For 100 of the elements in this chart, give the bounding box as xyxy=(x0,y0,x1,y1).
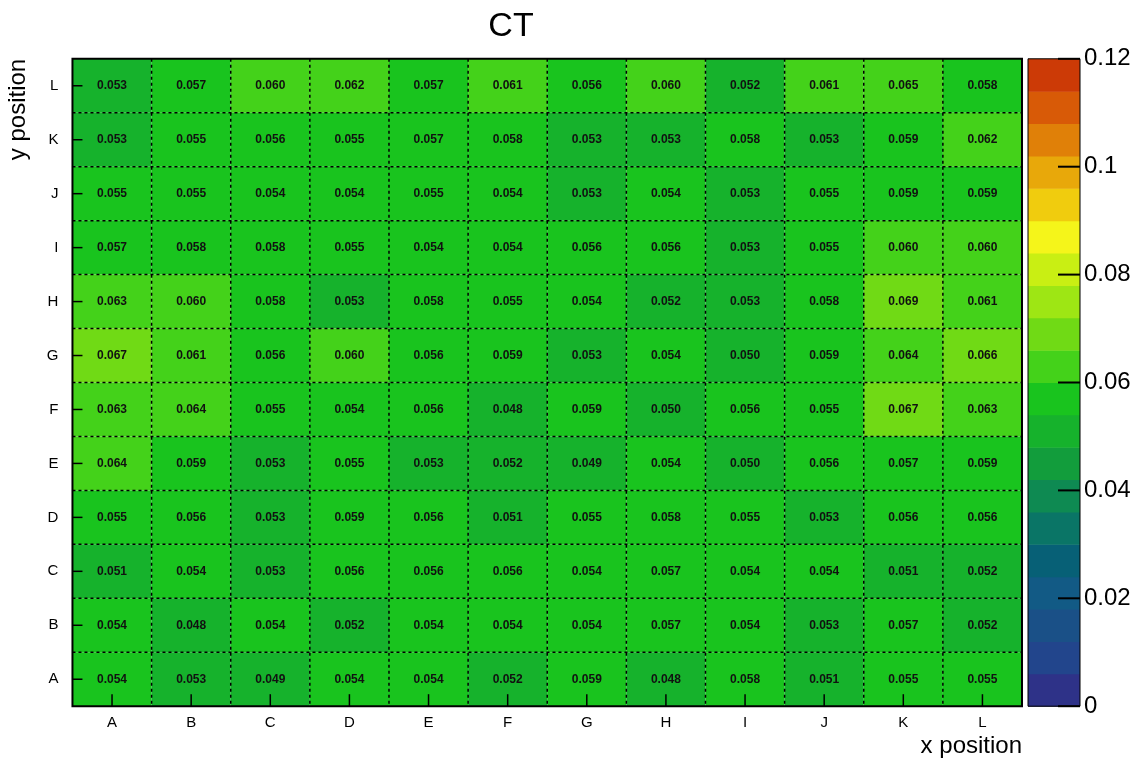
data-label: 0.052 xyxy=(730,78,761,93)
data-label: 0.056 xyxy=(255,132,286,147)
x-tick-label: E xyxy=(423,713,434,731)
data-label: 0.061 xyxy=(492,78,524,93)
data-label: 0.057 xyxy=(97,239,128,254)
y-tick-label: C xyxy=(47,561,59,579)
data-label: 0.057 xyxy=(413,132,444,147)
data-label: 0.058 xyxy=(413,293,444,308)
data-label: 0.053 xyxy=(255,509,286,524)
x-tick-label: K xyxy=(898,713,909,731)
data-label: 0.053 xyxy=(730,185,761,200)
data-label: 0.056 xyxy=(334,563,365,578)
data-label: 0.053 xyxy=(571,347,603,362)
y-tick-label: J xyxy=(50,183,59,201)
data-label: 0.056 xyxy=(888,509,919,524)
data-label: 0.053 xyxy=(255,455,286,470)
data-label: 0.055 xyxy=(809,401,840,416)
data-label: 0.054 xyxy=(334,185,365,200)
data-label: 0.053 xyxy=(334,293,365,308)
data-label: 0.054 xyxy=(809,563,840,578)
data-label: 0.051 xyxy=(492,509,524,524)
data-label: 0.055 xyxy=(176,185,207,200)
data-label: 0.059 xyxy=(334,509,365,524)
data-label: 0.056 xyxy=(492,563,524,578)
data-label: 0.060 xyxy=(650,78,682,93)
data-label: 0.055 xyxy=(967,671,998,686)
data-label: 0.054 xyxy=(492,617,524,632)
data-label: 0.054 xyxy=(571,293,603,308)
data-label: 0.060 xyxy=(967,239,998,254)
data-label: 0.064 xyxy=(97,455,128,470)
data-label: 0.058 xyxy=(809,293,840,308)
data-label: 0.055 xyxy=(809,185,840,200)
data-label: 0.061 xyxy=(967,293,998,308)
data-label: 0.057 xyxy=(413,78,444,93)
x-tick-label: C xyxy=(264,713,276,731)
data-label: 0.058 xyxy=(492,132,524,147)
data-label: 0.054 xyxy=(730,617,761,632)
data-label: 0.059 xyxy=(809,347,840,362)
color-bar-label: 0.06 xyxy=(1084,367,1131,395)
data-label: 0.063 xyxy=(967,401,998,416)
data-label: 0.061 xyxy=(176,347,207,362)
data-label: 0.066 xyxy=(967,347,998,362)
data-label: 0.062 xyxy=(967,132,998,147)
y-tick-label: K xyxy=(48,129,59,147)
x-tick-label: F xyxy=(503,713,513,731)
data-label: 0.058 xyxy=(255,239,286,254)
x-tick-label: B xyxy=(186,713,197,731)
data-label: 0.069 xyxy=(888,293,919,308)
data-label: 0.054 xyxy=(97,671,128,686)
data-label: 0.055 xyxy=(176,132,207,147)
color-bar-label: 0.08 xyxy=(1084,259,1131,287)
data-label: 0.053 xyxy=(413,455,444,470)
data-label: 0.064 xyxy=(176,401,207,416)
data-label: 0.058 xyxy=(730,132,761,147)
data-label: 0.054 xyxy=(334,401,365,416)
data-label: 0.053 xyxy=(809,617,840,632)
data-label: 0.054 xyxy=(650,185,682,200)
data-label: 0.055 xyxy=(492,293,524,308)
data-label: 0.060 xyxy=(176,293,207,308)
data-label: 0.054 xyxy=(492,185,524,200)
data-label: 0.056 xyxy=(571,239,603,254)
data-label: 0.054 xyxy=(334,671,365,686)
data-label: 0.054 xyxy=(571,563,603,578)
data-label: 0.052 xyxy=(492,671,524,686)
data-label: 0.059 xyxy=(492,347,524,362)
data-label: 0.052 xyxy=(492,455,524,470)
data-label: 0.061 xyxy=(809,78,840,93)
data-label: 0.049 xyxy=(571,455,603,470)
x-tick-label: J xyxy=(820,713,828,731)
data-label: 0.056 xyxy=(255,347,286,362)
data-label: 0.053 xyxy=(255,563,286,578)
y-tick-label: L xyxy=(50,75,59,93)
data-label: 0.062 xyxy=(334,78,365,93)
y-tick-label: D xyxy=(47,507,59,525)
data-label: 0.054 xyxy=(413,239,444,254)
data-label: 0.059 xyxy=(967,185,998,200)
data-label: 0.055 xyxy=(571,509,603,524)
y-axis-title: y position xyxy=(3,58,31,161)
data-label: 0.065 xyxy=(888,78,919,93)
x-tick-label: D xyxy=(343,713,355,731)
data-label: 0.050 xyxy=(730,347,761,362)
x-tick-label: A xyxy=(107,713,118,731)
data-label: 0.067 xyxy=(888,401,919,416)
x-tick-label: L xyxy=(978,713,987,731)
data-label: 0.059 xyxy=(176,455,207,470)
data-label: 0.052 xyxy=(334,617,365,632)
data-label: 0.055 xyxy=(809,239,840,254)
data-label: 0.058 xyxy=(650,509,682,524)
data-label: 0.054 xyxy=(97,617,128,632)
data-label: 0.054 xyxy=(413,671,444,686)
data-label: 0.054 xyxy=(255,185,286,200)
data-label: 0.059 xyxy=(967,455,998,470)
data-label: 0.063 xyxy=(97,401,128,416)
color-bar-label: 0 xyxy=(1084,690,1098,718)
data-label: 0.063 xyxy=(97,293,128,308)
data-label: 0.053 xyxy=(97,132,128,147)
data-label: 0.054 xyxy=(650,455,682,470)
data-label: 0.054 xyxy=(413,617,444,632)
data-label: 0.054 xyxy=(176,563,207,578)
data-label: 0.053 xyxy=(809,509,840,524)
